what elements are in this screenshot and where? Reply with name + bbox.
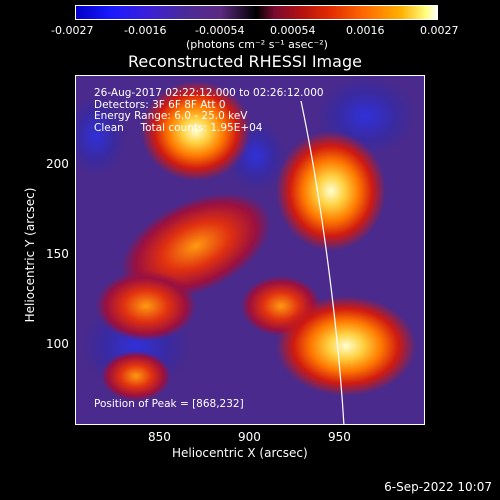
info-line-counts: Clean Total counts: 1.95E+04 — [94, 121, 263, 134]
image-plot — [75, 75, 425, 425]
info-line-energy: Energy Range: 6.0 - 25.0 keV — [94, 110, 248, 122]
timestamp: 6-Sep-2022 10:07 — [384, 480, 492, 494]
colorbar-tick: 0.00054 — [270, 24, 316, 37]
emission-source — [276, 131, 386, 251]
colorbar — [75, 5, 438, 20]
x-axis-label: Heliocentric X (arcsec) — [172, 446, 308, 460]
colorbar-unit: (photons cm⁻² s⁻¹ asec⁻²) — [186, 38, 328, 51]
x-tick-label: 900 — [238, 430, 261, 444]
emission-region — [101, 351, 171, 401]
colorbar-tick: -0.0027 — [51, 24, 94, 37]
emission-source — [141, 81, 251, 181]
y-axis-label: Heliocentric Y (arcsec) — [23, 187, 37, 323]
info-block: 26-Aug-2017 02:22:12.000 to 02:26:12.000… — [94, 87, 324, 134]
image-canvas — [76, 76, 424, 424]
peak-position: Position of Peak = [868,232] — [94, 398, 244, 410]
info-line-detectors: Detectors: 3F 6F 8F Att 0 — [94, 98, 226, 111]
y-tick-label: 150 — [46, 247, 69, 261]
x-tick-label: 850 — [148, 430, 171, 444]
image-title: Reconstructed RHESSI Image — [128, 52, 362, 71]
emission-source — [276, 296, 416, 396]
colorbar-tick: -0.00054 — [195, 24, 245, 37]
emission-region — [96, 271, 196, 341]
y-tick-label: 200 — [46, 157, 69, 171]
solar-limb-line — [300, 100, 345, 424]
colorbar-tick: 0.0027 — [420, 24, 459, 37]
colorbar-tick: -0.0016 — [124, 24, 167, 37]
info-line-time: 26-Aug-2017 02:22:12.000 to 02:26:12.000 — [94, 87, 324, 99]
emission-region — [76, 96, 126, 176]
x-tick-label: 950 — [328, 430, 351, 444]
colorbar-tick: 0.0016 — [346, 24, 385, 37]
y-tick-label: 100 — [46, 337, 69, 351]
